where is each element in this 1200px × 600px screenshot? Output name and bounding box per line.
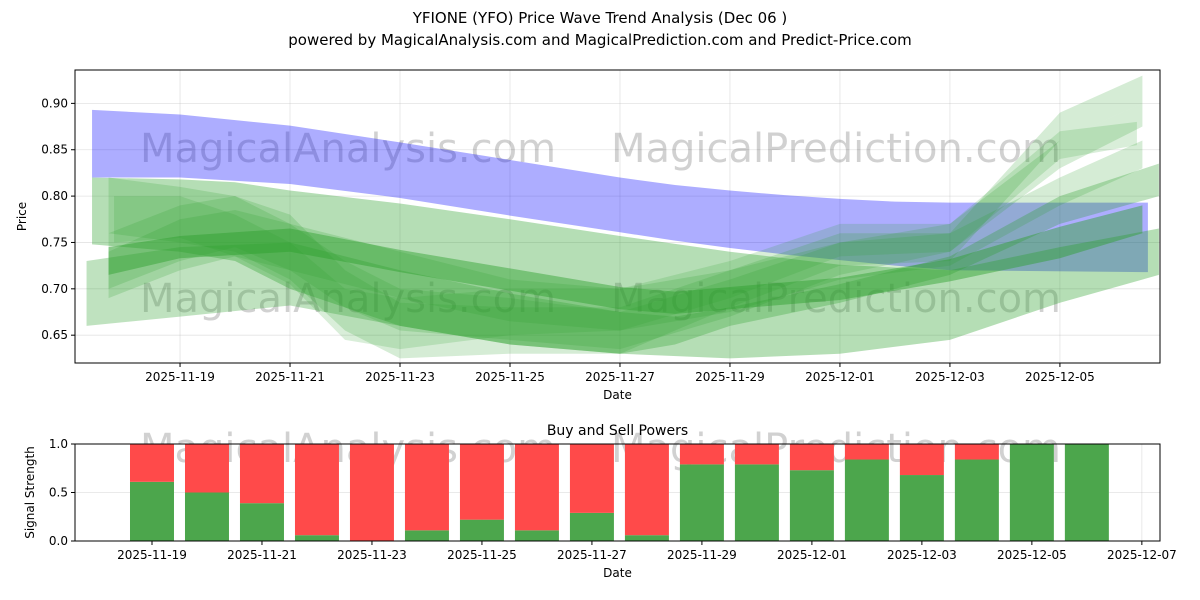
green-wiggle-band-3 [108,140,1143,331]
x-tick-label: 2025-12-03 [915,370,985,384]
y-tick-label: 1.0 [49,437,68,451]
sell-bar [624,444,669,536]
x-tick-label: 2025-12-01 [805,370,875,384]
sell-bar [569,444,614,513]
green-wiggle-band-2 [108,103,1143,350]
sell-bar [184,444,229,493]
sell-bar [844,444,889,460]
watermark-text: MagicalAnalysis.com [140,126,556,172]
buy-bar [1009,444,1054,541]
watermark-text: MagicalAnalysis.com [140,276,556,322]
y-tick-label: 0.80 [41,189,68,203]
buy-bar [899,475,944,541]
price-wave-plot: MagicalAnalysis.com MagicalPrediction.com… [15,69,1161,402]
sell-bar [789,444,834,471]
green-wiggle-band-4 [114,121,1137,350]
y-tick-label: 0.90 [41,96,68,110]
chart-title: YFIONE (YFO) Price Wave Trend Analysis (… [412,9,788,27]
y-tick-label: 0.65 [41,328,68,342]
y-axis-label: Signal Strength [23,446,37,539]
watermark-text: MagicalPrediction.com [611,276,1061,322]
buy-bar [679,464,724,541]
green-main-band [108,205,1143,314]
x-tick-label: 2025-12-05 [1025,370,1095,384]
sell-bar [459,444,504,520]
x-tick-label: 2025-12-01 [777,548,847,562]
green-lower-band [86,163,1159,354]
sell-bar [734,444,779,465]
buy-bar [624,535,669,541]
x-tick-label: 2025-12-03 [887,548,957,562]
x-axis-label: Date [603,388,632,402]
subplot-title: Buy and Sell Powers [547,423,688,439]
x-axis-label: Date [603,566,632,580]
sell-bar [239,444,284,504]
y-tick-label: 0.5 [49,486,68,500]
green-wiggle-band-1 [108,75,1143,359]
x-tick-label: 2025-11-29 [667,548,737,562]
watermark-text: MagicalPrediction.com [611,126,1061,172]
sell-bar [954,444,999,460]
sell-bar [679,444,724,465]
green-wide-band [92,177,1159,359]
buy-bar [459,519,504,541]
x-tick-label: 2025-11-23 [337,548,407,562]
sell-bar [514,444,559,531]
x-tick-label: 2025-11-19 [117,548,187,562]
y-tick-label: 0.85 [41,143,68,157]
x-tick-label: 2025-12-05 [997,548,1067,562]
sell-bar [404,444,449,531]
y-tick-label: 0.75 [41,235,68,249]
buy-bar [239,503,284,541]
y-axis-label: Price [15,202,29,231]
bands-group [86,75,1159,359]
x-tick-label: 2025-12-07 [1107,548,1177,562]
y-tick-label: 0.0 [49,534,68,548]
x-tick-label: 2025-11-25 [447,548,517,562]
buy-bar [184,492,229,541]
sell-bar [294,444,339,536]
y-tick-label: 0.70 [41,282,68,296]
buy-bar [844,459,889,541]
x-tick-label: 2025-11-21 [227,548,297,562]
x-tick-label: 2025-11-25 [475,370,545,384]
x-tick-label: 2025-11-27 [585,370,655,384]
plot-frame [74,69,1161,364]
chart-subtitle: powered by MagicalAnalysis.com and Magic… [288,31,912,49]
buy-bar [294,535,339,541]
sell-bar [349,444,394,541]
x-tick-label: 2025-11-27 [557,548,627,562]
buy-bar [789,470,834,541]
blue-trend-band [92,109,1148,273]
x-tick-label: 2025-11-19 [145,370,215,384]
buy-bar [404,530,449,541]
buy-bar [129,481,174,541]
x-tick-label: 2025-11-21 [255,370,325,384]
buy-bar [514,530,559,541]
sell-bar [899,444,944,476]
buy-bar [734,464,779,541]
x-tick-label: 2025-11-23 [365,370,435,384]
x-tick-label: 2025-11-29 [695,370,765,384]
buy-bar [1064,444,1109,541]
buy-sell-plot: MagicalAnalysis.com MagicalPrediction.com… [23,423,1177,580]
sell-bar [129,444,174,482]
buy-bar [954,459,999,541]
buy-bar [569,512,614,541]
